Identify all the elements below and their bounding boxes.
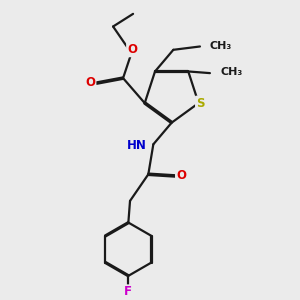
Text: CH₃: CH₃ [210,41,232,51]
Text: O: O [85,76,95,89]
Text: CH₃: CH₃ [220,68,243,77]
Text: HN: HN [127,140,147,152]
Text: O: O [176,169,186,182]
Text: F: F [124,285,132,298]
Text: O: O [127,43,137,56]
Text: S: S [196,97,205,110]
